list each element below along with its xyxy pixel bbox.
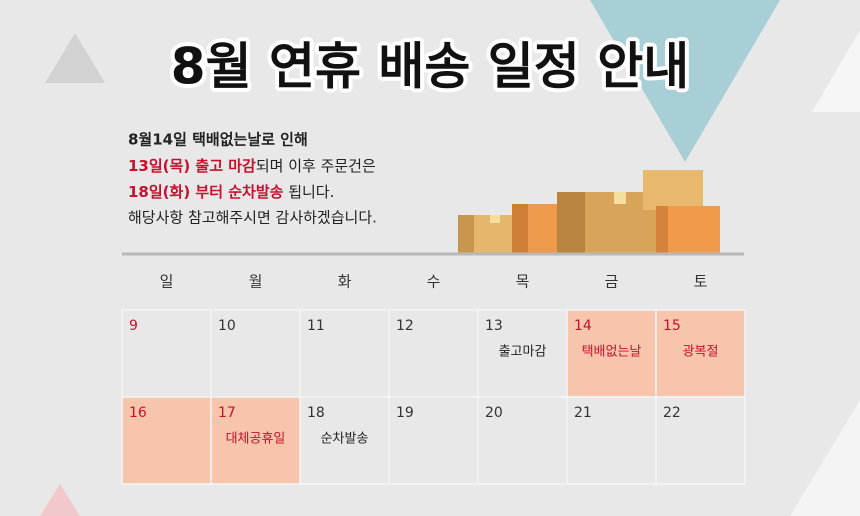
weekday-label: 수	[427, 273, 441, 291]
notice-line: 18일(화) 부터 순차발송 됩니다.	[128, 183, 334, 201]
day-number: 15	[663, 318, 681, 334]
day-number: 14	[574, 318, 592, 334]
notice: 8월14일 택배없는날로 인해 13일(목) 출고 마감되며 이후 주문건은 1…	[128, 131, 377, 227]
day-note: 택배없는날	[582, 345, 642, 360]
day-number: 21	[574, 405, 592, 421]
weekday-label: 일	[160, 273, 174, 291]
deco-triangle	[45, 33, 105, 83]
day-note: 대체공휴일	[226, 432, 286, 447]
notice-highlight: 18일(화) 부터 순차발송	[128, 183, 284, 201]
day-number: 18	[307, 405, 325, 421]
weekday-label: 목	[516, 273, 530, 291]
day-cell	[210, 396, 301, 485]
title: 8월 연휴 배송 일정 안내	[171, 38, 689, 96]
notice-text: 됩니다.	[283, 183, 334, 201]
day-cell	[299, 309, 390, 398]
day-cell	[566, 396, 657, 485]
day-number: 19	[396, 405, 414, 421]
day-number: 10	[218, 318, 236, 334]
notice-highlight: 13일(목) 출고 마감	[128, 157, 256, 175]
day-number: 11	[307, 318, 325, 334]
day-number: 22	[663, 405, 681, 421]
weekday-label: 토	[694, 273, 708, 291]
day-cell	[121, 396, 212, 485]
day-note: 출고마감	[499, 345, 547, 360]
day-cell	[655, 309, 746, 398]
day-number: 20	[485, 405, 503, 421]
day-cell	[121, 309, 212, 398]
notice-line: 8월14일 택배없는날로 인해	[128, 131, 308, 149]
notice-line: 13일(목) 출고 마감되며 이후 주문건은	[128, 157, 376, 175]
weekday-label: 월	[249, 273, 263, 291]
day-number: 17	[218, 405, 236, 421]
day-note: 광복절	[683, 345, 719, 360]
deco-triangle	[812, 30, 860, 112]
weekday-label: 화	[338, 273, 352, 291]
day-number: 9	[129, 318, 138, 334]
day-cell	[655, 396, 746, 485]
deco-triangle	[590, 0, 780, 162]
day-number: 13	[485, 318, 503, 334]
deco-triangle	[790, 400, 860, 516]
day-note: 순차발송	[321, 432, 369, 447]
day-number: 12	[396, 318, 414, 334]
day-cell	[388, 309, 479, 398]
notice-text: 되며 이후 주문건은	[256, 157, 376, 175]
day-cell	[477, 309, 568, 398]
deco-triangle	[40, 484, 80, 516]
boxes-illustration	[458, 170, 720, 253]
day-number: 16	[129, 405, 147, 421]
day-cell	[210, 309, 301, 398]
day-cell	[566, 309, 657, 398]
notice-line: 해당사항 참고해주시면 감사하겠습니다.	[128, 209, 377, 227]
weekday-label: 금	[605, 273, 619, 291]
day-cell	[477, 396, 568, 485]
